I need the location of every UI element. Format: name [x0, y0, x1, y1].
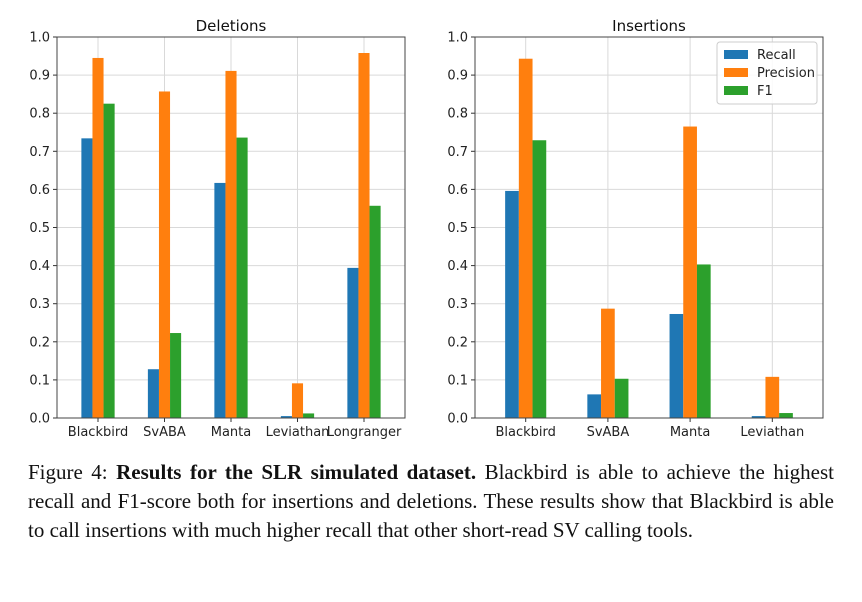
- legend-swatch-f1: [724, 86, 748, 95]
- bar-recall-blackbird: [81, 138, 93, 418]
- legend-label-recall: Recall: [757, 48, 796, 63]
- bar-precision-leviathan: [291, 383, 304, 418]
- y-tick-label: 0.6: [29, 183, 50, 198]
- bar-recall-blackbird: [505, 190, 519, 418]
- bar-precision-manta: [683, 126, 697, 418]
- bar-precision-svaba: [601, 308, 615, 418]
- bar-f1-manta: [236, 137, 248, 419]
- plot-frame: [56, 36, 406, 419]
- y-tick-label: 0.2: [447, 335, 468, 350]
- y-tick-label: 0.8: [447, 107, 468, 122]
- bar-precision-longranger: [358, 53, 370, 418]
- y-tick-label: 1.0: [447, 31, 468, 46]
- figure-caption: Figure 4: Results for the SLR simulated …: [28, 458, 834, 545]
- y-tick-label: 0.7: [29, 145, 50, 160]
- y-tick-label: 0.1: [29, 373, 50, 388]
- x-tick-label: Leviathan: [266, 425, 330, 440]
- chart-title: Deletions: [196, 17, 267, 35]
- legend-swatch-recall: [724, 50, 748, 59]
- bar-f1-svaba: [614, 378, 629, 418]
- caption-bold: Results for the SLR simulated dataset.: [116, 460, 477, 484]
- x-tick-label: Manta: [670, 425, 711, 440]
- y-tick-label: 0.3: [29, 297, 50, 312]
- y-tick-label: 1.0: [29, 31, 50, 46]
- y-tick-label: 0.6: [447, 183, 468, 198]
- y-tick-label: 0.4: [29, 259, 50, 274]
- bar-precision-blackbird: [518, 58, 533, 418]
- x-tick-label: SvABA: [587, 425, 630, 440]
- x-tick-label: Leviathan: [740, 425, 804, 440]
- bar-recall-svaba: [147, 369, 159, 418]
- y-tick-label: 0.1: [447, 373, 468, 388]
- bar-f1-leviathan: [303, 413, 315, 418]
- bar-recall-leviathan: [751, 416, 766, 418]
- bar-precision-blackbird: [92, 57, 104, 418]
- y-tick-label: 0.0: [447, 412, 468, 427]
- y-tick-label: 0.0: [29, 412, 50, 427]
- x-tick-label: Manta: [211, 425, 252, 440]
- bar-f1-svaba: [170, 333, 182, 418]
- bar-recall-svaba: [587, 394, 602, 418]
- y-tick-label: 0.7: [447, 145, 468, 160]
- bar-precision-manta: [225, 70, 237, 418]
- bar-f1-blackbird: [532, 140, 547, 418]
- y-tick-label: 0.5: [29, 221, 50, 236]
- bar-recall-leviathan: [280, 416, 292, 418]
- y-tick-label: 0.9: [447, 69, 468, 84]
- bar-recall-manta: [214, 182, 226, 418]
- caption-text: Blackbird is able to achieve the highest…: [28, 460, 834, 542]
- y-tick-label: 0.9: [29, 69, 50, 84]
- bar-f1-manta: [696, 264, 711, 418]
- legend-swatch-precision: [724, 68, 748, 77]
- y-tick-label: 0.3: [447, 297, 468, 312]
- legend-label-precision: Precision: [757, 66, 815, 81]
- x-tick-label: Blackbird: [68, 425, 128, 440]
- x-tick-label: Longranger: [327, 425, 402, 440]
- y-tick-label: 0.8: [29, 107, 50, 122]
- deletions-chart: 0.0 0.1 0.2 0.3 0.4 0.5 0.6 0.7 0.8 0.9 1.0 Blackbi…: [29, 17, 406, 440]
- caption-label: Figure 4:: [28, 460, 108, 484]
- bar-recall-longranger: [347, 267, 359, 418]
- y-tick-label: 0.5: [447, 221, 468, 236]
- bar-f1-longranger: [369, 205, 381, 418]
- bar-precision-svaba: [158, 91, 171, 418]
- x-tick-label: Blackbird: [495, 425, 555, 440]
- x-tick-label: SvABA: [143, 425, 186, 440]
- bar-precision-leviathan: [765, 376, 780, 418]
- chart-title: Insertions: [612, 17, 686, 35]
- bar-f1-leviathan: [779, 413, 793, 418]
- bar-f1-blackbird: [103, 103, 115, 419]
- legend-label-f1: F1: [757, 84, 773, 99]
- y-tick-label: 0.4: [447, 259, 468, 274]
- bar-recall-manta: [669, 313, 684, 418]
- plot-frame: [474, 36, 824, 419]
- insertions-chart: 0.0 0.1 0.2 0.3 0.4 0.5 0.6 0.7 0.8 0.9 1.0 Blackbi…: [447, 17, 824, 440]
- y-tick-label: 0.2: [29, 335, 50, 350]
